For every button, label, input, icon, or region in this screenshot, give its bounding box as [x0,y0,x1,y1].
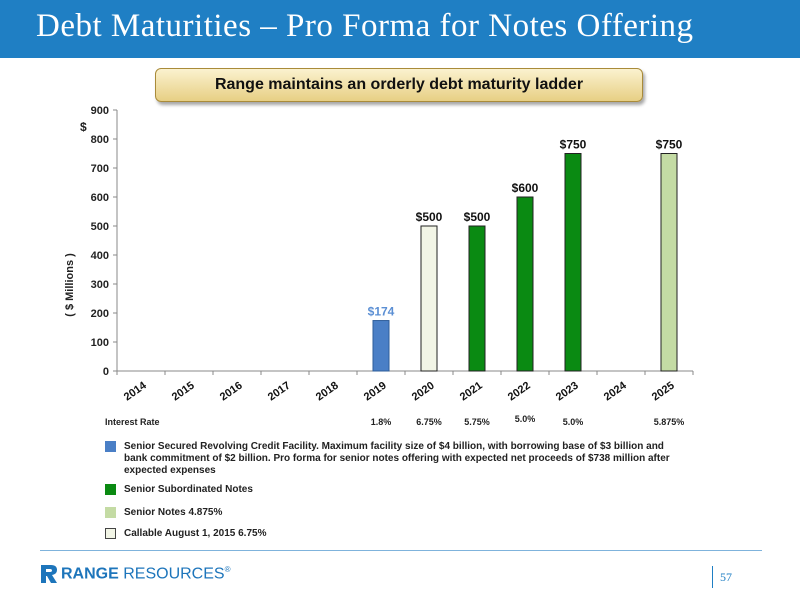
y-tick-label: 600 [91,192,109,204]
y-tick-label: 500 [91,221,109,233]
legend-item-subordinated: Senior Subordinated Notes [105,484,684,496]
y-tick-label: 200 [91,308,109,320]
interest-rate-2023: 5.0% [563,417,584,427]
data-label-2020: $500 [416,210,443,224]
legend-label-revolver: Senior Secured Revolving Credit Facility… [124,441,670,476]
interest-rate-row-label: Interest Rate [105,417,160,427]
bar-2020 [420,225,438,372]
data-label-2023: $750 [560,138,587,152]
page-title: Debt Maturities – Pro Forma for Notes Of… [36,8,694,44]
x-tick-label-2021: 2021 [458,380,485,404]
page-number: 57 [720,570,732,584]
legend-label-senior: Senior Notes 4.875% [124,507,223,518]
x-tick-label-2024: 2024 [602,379,630,403]
logo-registered-mark: ® [224,564,231,574]
range-resources-logo: RANGE RESOURCES® [40,564,230,584]
y-tick-label: 0 [103,366,109,378]
legend-swatch-senior [105,507,116,518]
interest-rate-2022: 5.0% [515,414,536,424]
bar-2025 [660,153,678,372]
x-tick-label-2022: 2022 [506,380,533,404]
bar-2023 [564,153,582,372]
legend-item-revolver: Senior Secured Revolving Credit Facility… [105,441,684,477]
y-tick-label: 700 [91,163,109,175]
logo-text-range: RANGE [61,565,119,583]
legend-label-callable: Callable August 1, 2015 6.75% [124,528,267,539]
legend-item-senior: Senior Notes 4.875% [105,507,684,519]
y-axis-title: ( $ Millions ) [64,253,76,317]
bar-2019 [372,320,390,372]
legend-item-callable: Callable August 1, 2015 6.75% [105,528,684,540]
data-label-2025: $750 [656,138,683,152]
y-tick-label: 300 [91,279,109,291]
interest-rate-2019: 1.8% [371,417,392,427]
x-tick-label-2016: 2016 [218,380,245,404]
range-logo-mark-icon [41,565,57,583]
data-label-2022: $600 [512,181,539,195]
y-tick-label: 800 [91,134,109,146]
legend-swatch-callable [105,528,116,539]
interest-rate-2025: 5.875% [654,417,685,427]
bar-2022 [516,196,534,372]
footer-divider [40,550,762,551]
headline-banner: Range maintains an orderly debt maturity… [155,68,643,102]
title-bar: Debt Maturities – Pro Forma for Notes Of… [0,0,800,58]
y-unit-label: $ [80,120,87,134]
x-tick-label-2020: 2020 [410,380,437,404]
logo-text-resources: RESOURCES [118,565,225,583]
y-tick-label: 900 [91,105,109,117]
x-tick-label-2023: 2023 [554,380,581,404]
legend-label-subordinated: Senior Subordinated Notes [124,484,253,495]
interest-rate-2020: 6.75% [416,417,442,427]
x-tick-label-2018: 2018 [314,380,341,404]
bar-2021 [468,225,486,372]
page-number-divider [712,566,713,588]
y-tick-label: 100 [91,337,109,349]
x-tick-label-2015: 2015 [170,380,197,404]
data-label-2019: $174 [368,305,395,319]
debt-maturity-chart: 0 100 200 300 400 500 600 700 800 900 $ ( $ Million… [64,105,694,427]
y-tick-label: 400 [91,250,109,262]
legend-swatch-revolver [105,441,116,452]
x-tick-label-2019: 2019 [362,380,389,404]
x-tick-label-2014: 2014 [122,379,150,403]
interest-rate-2021: 5.75% [464,417,490,427]
data-label-2021: $500 [464,210,491,224]
x-tick-label-2025: 2025 [650,380,677,404]
x-tick-label-2017: 2017 [266,380,293,404]
legend-swatch-subordinated [105,484,116,495]
